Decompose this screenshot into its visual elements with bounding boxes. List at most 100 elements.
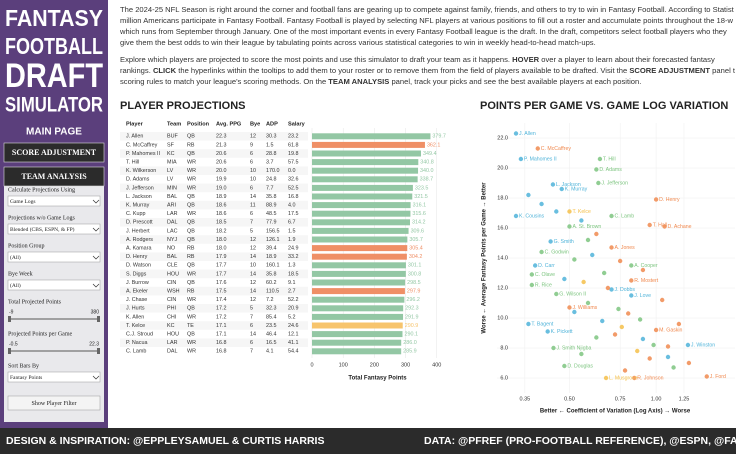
player-point[interactable] bbox=[665, 344, 671, 349]
table-cell[interactable]: S. Diggs bbox=[126, 271, 147, 277]
table-cell[interactable]: P. Mahomes II bbox=[126, 151, 160, 157]
player-point[interactable] bbox=[579, 218, 584, 223]
player-point[interactable] bbox=[616, 306, 621, 312]
player-point[interactable] bbox=[594, 335, 599, 340]
table-cell[interactable]: A. Kamara bbox=[126, 246, 151, 252]
player-point[interactable] bbox=[597, 156, 603, 162]
total-points-bar[interactable] bbox=[312, 348, 402, 355]
player-point[interactable] bbox=[676, 321, 682, 327]
player-point[interactable] bbox=[562, 363, 567, 369]
total-points-bar[interactable] bbox=[312, 176, 418, 183]
player-point[interactable] bbox=[632, 375, 637, 381]
player-point[interactable] bbox=[637, 317, 643, 322]
player-point[interactable] bbox=[659, 297, 665, 303]
total-points-bar[interactable] bbox=[312, 262, 406, 269]
table-cell[interactable]: D. Adams bbox=[126, 177, 150, 183]
slider-handle[interactable] bbox=[97, 316, 100, 322]
total-points-bar[interactable] bbox=[312, 167, 419, 174]
total-points-bar[interactable] bbox=[312, 210, 411, 217]
total-points-bar[interactable] bbox=[312, 279, 406, 286]
player-point[interactable] bbox=[562, 276, 567, 282]
player-point[interactable] bbox=[539, 201, 544, 207]
table-cell[interactable]: D. Watson bbox=[126, 263, 151, 269]
dropdown[interactable] bbox=[7, 195, 101, 207]
dropdown-value[interactable]: Game Logs bbox=[10, 199, 36, 205]
player-point[interactable] bbox=[647, 222, 652, 228]
table-cell[interactable]: K. Allen bbox=[126, 314, 144, 320]
player-point[interactable] bbox=[653, 197, 659, 202]
total-points-bar[interactable] bbox=[312, 159, 419, 166]
total-points-bar[interactable] bbox=[312, 270, 406, 277]
player-point[interactable] bbox=[550, 182, 556, 187]
table-cell[interactable]: C. Kupp bbox=[126, 211, 145, 217]
total-points-bar[interactable] bbox=[312, 141, 425, 148]
player-point[interactable] bbox=[603, 375, 609, 381]
player-point[interactable] bbox=[532, 263, 538, 268]
player-point[interactable] bbox=[653, 327, 659, 333]
player-point[interactable] bbox=[513, 213, 519, 219]
total-points-bar[interactable] bbox=[312, 253, 407, 260]
player-point[interactable] bbox=[612, 332, 618, 337]
dropdown-value[interactable]: (All) bbox=[10, 282, 21, 289]
table-cell[interactable]: T. Kelce bbox=[126, 323, 145, 329]
slider-handle[interactable] bbox=[97, 348, 100, 354]
slider-handle[interactable] bbox=[8, 316, 11, 322]
nav-button[interactable] bbox=[3, 142, 105, 163]
table-cell[interactable]: T. Hill bbox=[126, 160, 139, 166]
player-point[interactable] bbox=[629, 293, 634, 298]
table-cell[interactable]: A. Ekeler bbox=[126, 289, 148, 295]
player-point[interactable] bbox=[518, 156, 524, 162]
total-points-bar[interactable] bbox=[312, 245, 408, 252]
table-cell[interactable]: J. Hurts bbox=[126, 306, 145, 312]
table-cell[interactable]: L. Jackson bbox=[126, 194, 152, 200]
table-cell[interactable]: J. Herbert bbox=[126, 228, 150, 234]
table-cell[interactable]: J. Burrow bbox=[126, 280, 149, 286]
player-point[interactable] bbox=[529, 282, 535, 288]
total-points-bar[interactable] bbox=[312, 219, 411, 226]
player-point[interactable] bbox=[594, 167, 599, 172]
dropdown-value[interactable]: Fantasy Points bbox=[10, 375, 42, 381]
player-point[interactable] bbox=[554, 291, 559, 297]
table-cell[interactable]: J. Allen bbox=[126, 134, 143, 140]
player-point[interactable] bbox=[539, 249, 544, 255]
player-point[interactable] bbox=[535, 146, 540, 151]
player-point[interactable] bbox=[619, 324, 625, 330]
player-point[interactable] bbox=[647, 356, 652, 361]
player-point[interactable] bbox=[629, 278, 634, 283]
table-cell[interactable]: P. Nacua bbox=[126, 340, 147, 346]
table-cell[interactable]: A. Rodgers bbox=[126, 237, 153, 243]
player-point[interactable] bbox=[572, 257, 577, 262]
table-cell[interactable]: K. Wilkerson bbox=[126, 168, 156, 174]
total-points-bar[interactable] bbox=[312, 288, 405, 295]
player-point[interactable] bbox=[551, 345, 556, 351]
player-point[interactable] bbox=[526, 321, 531, 327]
player-point[interactable] bbox=[609, 245, 614, 250]
dropdown[interactable] bbox=[7, 279, 101, 291]
player-point[interactable] bbox=[629, 263, 634, 268]
filter-button-label[interactable]: Show Player Filter bbox=[32, 401, 77, 407]
total-points-bar[interactable] bbox=[312, 133, 431, 140]
total-points-bar[interactable] bbox=[312, 236, 408, 243]
nav-button-label[interactable]: TEAM ANALYSIS bbox=[21, 172, 87, 181]
total-points-bar[interactable] bbox=[312, 322, 403, 329]
player-point[interactable] bbox=[622, 368, 628, 373]
nav-button[interactable] bbox=[3, 166, 105, 187]
player-point[interactable] bbox=[651, 342, 656, 348]
total-points-bar[interactable] bbox=[312, 331, 403, 338]
player-point[interactable] bbox=[567, 224, 572, 229]
dropdown[interactable] bbox=[7, 251, 101, 263]
slider-handle[interactable] bbox=[8, 348, 11, 354]
player-point[interactable] bbox=[617, 258, 623, 264]
player-point[interactable] bbox=[609, 213, 614, 219]
player-point[interactable] bbox=[640, 267, 646, 273]
player-point[interactable] bbox=[567, 209, 572, 214]
player-point[interactable] bbox=[559, 186, 564, 192]
filter-button[interactable] bbox=[7, 395, 101, 411]
player-point[interactable] bbox=[548, 239, 553, 244]
player-point[interactable] bbox=[626, 311, 631, 316]
player-point[interactable] bbox=[671, 365, 676, 370]
table-cell[interactable]: D. Henry bbox=[126, 254, 148, 260]
table-cell[interactable]: C. Lamb bbox=[126, 349, 146, 355]
player-point[interactable] bbox=[585, 300, 591, 306]
total-points-bar[interactable] bbox=[312, 193, 413, 200]
